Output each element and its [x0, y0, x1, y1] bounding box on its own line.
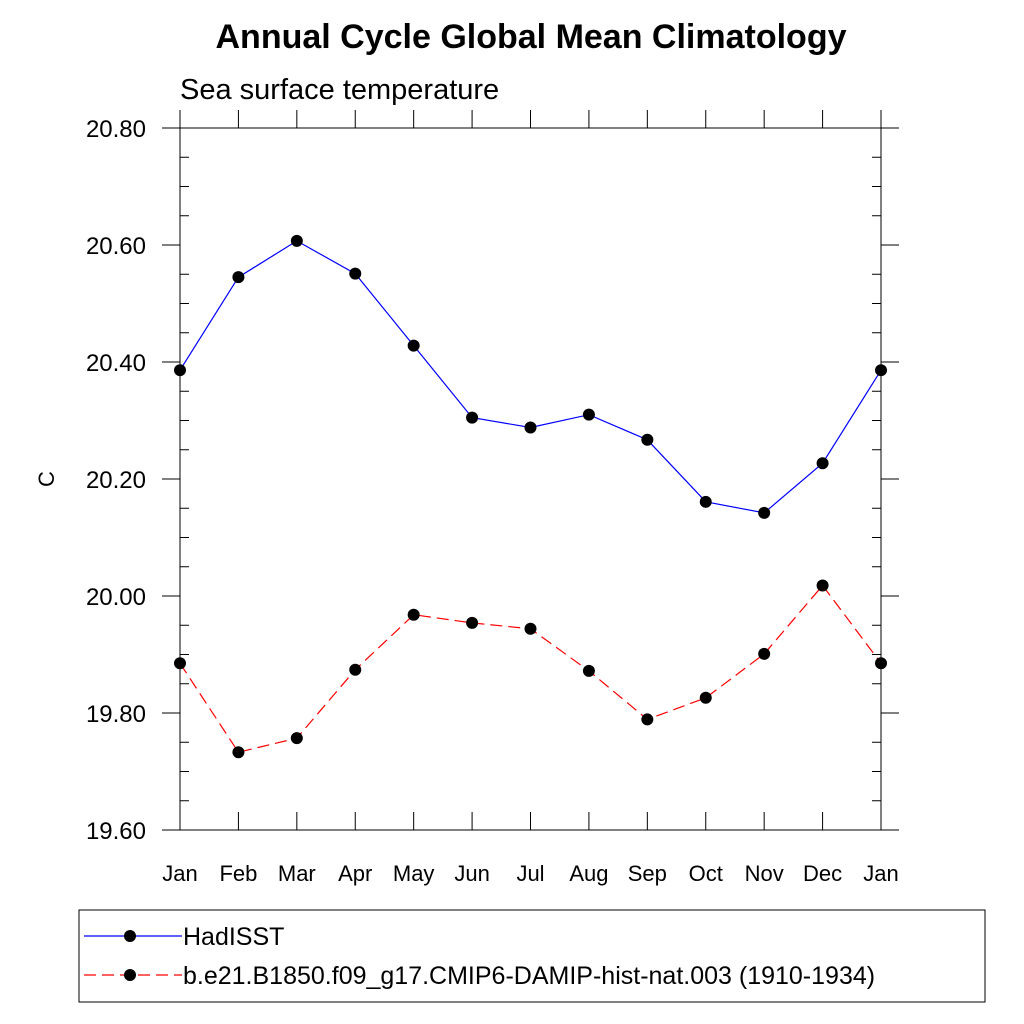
- series-0-point: [758, 506, 771, 519]
- x-tick-label: Dec: [803, 861, 842, 886]
- series-1-point: [407, 608, 420, 621]
- series-1-point: [816, 579, 829, 592]
- series-1-point: [875, 657, 887, 670]
- series-0-point: [699, 495, 712, 508]
- y-axis-label: C: [34, 471, 59, 487]
- x-tick-label: Mar: [278, 861, 316, 886]
- series-1-point: [349, 663, 362, 676]
- x-tick-label: Oct: [689, 861, 723, 886]
- series-1-point: [466, 616, 479, 629]
- legend-marker-cmip6: [124, 969, 136, 981]
- y-tick-label: 19.80: [86, 701, 146, 728]
- series-line-1: [179, 584, 882, 753]
- series-0-point: [407, 339, 420, 352]
- legend-box: [78, 909, 986, 1003]
- legend: HadISST b.e21.B1850.f09_g17.CMIP6-DAMIP-…: [78, 909, 986, 1003]
- y-tick-label: 20.40: [86, 350, 146, 377]
- series-0-point: [875, 364, 887, 377]
- y-tick-label: 20.20: [86, 467, 146, 494]
- x-tick-label: May: [393, 861, 435, 886]
- series-0-point: [582, 408, 595, 421]
- x-tick-label: Nov: [745, 861, 784, 886]
- series-layer: [174, 234, 887, 759]
- series-0-point: [641, 433, 654, 446]
- y-tick-label: 20.00: [86, 584, 146, 611]
- legend-label-cmip6: b.e21.B1850.f09_g17.CMIP6-DAMIP-hist-nat…: [183, 962, 875, 990]
- x-tick-label: Feb: [219, 861, 257, 886]
- y-tick-label: 20.60: [86, 233, 146, 260]
- legend-label-hadisst: HadISST: [183, 923, 284, 951]
- series-0-point: [232, 271, 245, 284]
- y-tick-label: 20.80: [86, 116, 146, 143]
- x-tick-label: Jan: [863, 861, 898, 886]
- series-0-point: [174, 364, 186, 377]
- legend-marker-hadisst: [124, 930, 136, 942]
- x-tick-label: Sep: [628, 861, 667, 886]
- chart-title: Annual Cycle Global Mean Climatology: [216, 18, 847, 56]
- series-line-0: [179, 240, 882, 514]
- plot-frame: [179, 127, 882, 831]
- series-1-point: [582, 664, 595, 677]
- series-1-point: [232, 746, 245, 759]
- x-tick-label: Apr: [338, 861, 372, 886]
- series-1-point: [641, 713, 654, 726]
- chart-subtitle: Sea surface temperature: [180, 74, 499, 106]
- series-0-point: [290, 234, 303, 247]
- x-tick-label: Jan: [162, 861, 197, 886]
- y-tick-label: 19.60: [86, 818, 146, 845]
- series-1-point: [174, 657, 186, 670]
- series-1-point: [758, 647, 771, 660]
- plot-axes: 19.60 19.80 20.00 20.20 20.40 20.60 20.80 Jan Fe…: [86, 110, 899, 886]
- series-0-point: [349, 267, 362, 280]
- x-tick-label: Jul: [516, 861, 544, 886]
- x-tick-label: Jun: [454, 861, 489, 886]
- series-1-point: [524, 622, 537, 635]
- series-1-point: [290, 732, 303, 745]
- series-0-point: [816, 457, 829, 470]
- series-0-point: [524, 421, 537, 434]
- series-1-point: [699, 691, 712, 704]
- x-tick-label: Aug: [569, 861, 608, 886]
- series-0-point: [466, 411, 479, 424]
